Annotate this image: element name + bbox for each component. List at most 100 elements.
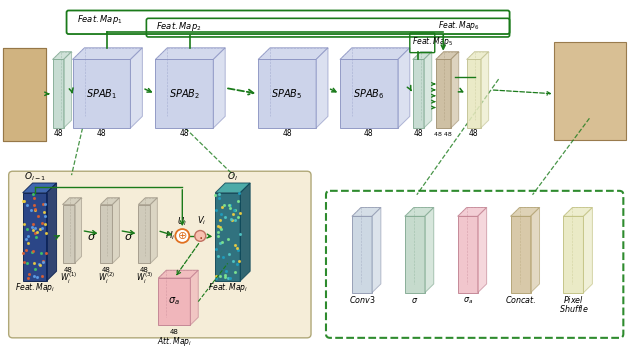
FancyBboxPatch shape bbox=[326, 191, 623, 338]
Text: $\sigma$: $\sigma$ bbox=[411, 295, 419, 304]
Polygon shape bbox=[113, 198, 120, 263]
Polygon shape bbox=[352, 216, 372, 293]
Polygon shape bbox=[531, 207, 540, 293]
Polygon shape bbox=[352, 207, 381, 216]
Text: 48: 48 bbox=[413, 129, 423, 138]
Text: $Att.Map_i$: $Att.Map_i$ bbox=[157, 335, 192, 348]
Text: 48 48: 48 48 bbox=[435, 132, 452, 137]
Polygon shape bbox=[413, 52, 432, 60]
Text: $Concat.$: $Concat.$ bbox=[505, 294, 536, 304]
Text: $\oplus$: $\oplus$ bbox=[177, 230, 188, 242]
Text: $Conv3$: $Conv3$ bbox=[349, 294, 375, 304]
Text: $\sigma$: $\sigma$ bbox=[124, 232, 134, 242]
Text: $Shuffle$: $Shuffle$ bbox=[559, 303, 588, 314]
Text: 48: 48 bbox=[53, 129, 63, 138]
Polygon shape bbox=[240, 183, 250, 281]
Text: $W_i^{(3)}$: $W_i^{(3)}$ bbox=[136, 271, 153, 286]
Text: $O_{l-1}$: $O_{l-1}$ bbox=[24, 170, 45, 183]
Polygon shape bbox=[22, 183, 56, 193]
Polygon shape bbox=[156, 60, 213, 128]
Text: $SPAB_6$: $SPAB_6$ bbox=[353, 87, 385, 101]
Text: $Feat.Map_5$: $Feat.Map_5$ bbox=[412, 35, 453, 48]
Polygon shape bbox=[584, 207, 593, 293]
Text: $H_i$: $H_i$ bbox=[165, 230, 176, 242]
Text: $O_l$: $O_l$ bbox=[227, 170, 238, 183]
Polygon shape bbox=[436, 60, 451, 128]
Polygon shape bbox=[72, 60, 131, 128]
Polygon shape bbox=[215, 183, 250, 193]
Polygon shape bbox=[100, 198, 120, 205]
Text: 48: 48 bbox=[102, 267, 111, 273]
Text: $Feat.Map_2$: $Feat.Map_2$ bbox=[156, 20, 202, 33]
Polygon shape bbox=[63, 205, 74, 263]
Polygon shape bbox=[436, 52, 459, 60]
Polygon shape bbox=[563, 207, 593, 216]
Polygon shape bbox=[340, 60, 398, 128]
Text: $Feat.Map_i$: $Feat.Map_i$ bbox=[15, 281, 55, 294]
Polygon shape bbox=[340, 48, 410, 60]
Polygon shape bbox=[63, 52, 72, 128]
Circle shape bbox=[195, 230, 205, 241]
Text: $SPAB_5$: $SPAB_5$ bbox=[271, 87, 303, 101]
Polygon shape bbox=[372, 207, 381, 293]
Text: 48: 48 bbox=[179, 129, 189, 138]
Polygon shape bbox=[47, 183, 56, 281]
Polygon shape bbox=[100, 205, 113, 263]
Text: 48: 48 bbox=[469, 129, 479, 138]
Text: $Feat.Map_i$: $Feat.Map_i$ bbox=[207, 281, 248, 294]
Polygon shape bbox=[563, 216, 584, 293]
Polygon shape bbox=[52, 52, 72, 60]
Text: 48: 48 bbox=[140, 267, 149, 273]
Text: 48: 48 bbox=[282, 129, 292, 138]
Polygon shape bbox=[405, 216, 425, 293]
Text: 48: 48 bbox=[364, 129, 374, 138]
Text: $Feat.Map_1$: $Feat.Map_1$ bbox=[77, 13, 122, 26]
Polygon shape bbox=[158, 270, 198, 278]
Text: 48: 48 bbox=[97, 129, 106, 138]
Bar bbox=[554, 42, 627, 140]
Circle shape bbox=[175, 229, 189, 243]
Polygon shape bbox=[451, 52, 459, 128]
Polygon shape bbox=[477, 207, 486, 293]
Polygon shape bbox=[413, 60, 424, 128]
Polygon shape bbox=[458, 216, 477, 293]
Text: $SPAB_1$: $SPAB_1$ bbox=[86, 87, 117, 101]
Polygon shape bbox=[131, 48, 142, 128]
Polygon shape bbox=[138, 205, 150, 263]
Polygon shape bbox=[22, 193, 47, 281]
Text: $U_i$: $U_i$ bbox=[177, 215, 187, 228]
Polygon shape bbox=[158, 278, 190, 325]
Polygon shape bbox=[258, 48, 328, 60]
Polygon shape bbox=[511, 207, 540, 216]
Polygon shape bbox=[72, 48, 142, 60]
Text: $SPAB_2$: $SPAB_2$ bbox=[169, 87, 200, 101]
Polygon shape bbox=[138, 198, 157, 205]
Text: $\sigma$: $\sigma$ bbox=[86, 232, 96, 242]
Text: $Feat.Map_6$: $Feat.Map_6$ bbox=[438, 19, 479, 32]
Bar bbox=[3, 48, 45, 141]
Text: $V_i$: $V_i$ bbox=[196, 214, 206, 227]
FancyBboxPatch shape bbox=[9, 171, 311, 338]
Polygon shape bbox=[467, 60, 481, 128]
Polygon shape bbox=[213, 48, 225, 128]
Polygon shape bbox=[74, 198, 81, 263]
Polygon shape bbox=[63, 198, 81, 205]
Text: $\sigma_a$: $\sigma_a$ bbox=[463, 295, 473, 306]
Text: 48: 48 bbox=[64, 267, 73, 273]
Polygon shape bbox=[467, 52, 488, 60]
Text: $Pixel$: $Pixel$ bbox=[563, 294, 584, 304]
Text: 48: 48 bbox=[170, 329, 179, 335]
Polygon shape bbox=[316, 48, 328, 128]
Polygon shape bbox=[405, 207, 434, 216]
Text: $W_i^{(1)}$: $W_i^{(1)}$ bbox=[60, 271, 77, 286]
Text: $\sigma_a$: $\sigma_a$ bbox=[168, 296, 180, 308]
Bar bbox=[3, 48, 45, 141]
Polygon shape bbox=[150, 198, 157, 263]
Polygon shape bbox=[398, 48, 410, 128]
Polygon shape bbox=[156, 48, 225, 60]
Polygon shape bbox=[258, 60, 316, 128]
Polygon shape bbox=[511, 216, 531, 293]
Polygon shape bbox=[458, 207, 486, 216]
Polygon shape bbox=[52, 60, 63, 128]
Polygon shape bbox=[424, 52, 432, 128]
